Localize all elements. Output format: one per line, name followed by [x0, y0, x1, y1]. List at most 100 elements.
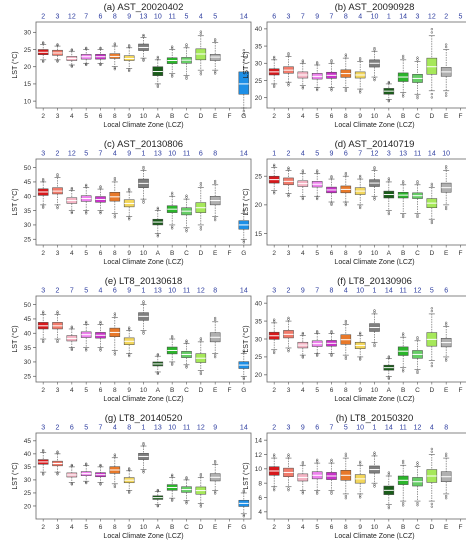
outlier — [185, 500, 188, 504]
outlier — [199, 182, 202, 185]
y-axis-label: LST (°C) — [11, 51, 19, 78]
x-tick-label: 4 — [70, 387, 74, 394]
box-lcz-3 — [283, 316, 294, 353]
outlier — [416, 180, 419, 183]
y-axis-label: LST (°C) — [11, 325, 19, 352]
outlier — [99, 63, 102, 67]
rank-label: 6 — [444, 288, 448, 295]
rank-label: 10 — [442, 151, 450, 158]
rank-label: 4 — [344, 288, 348, 295]
rank-label: 11 — [183, 288, 190, 295]
x-tick-label: 8 — [113, 387, 117, 394]
outlier — [287, 316, 290, 320]
rank-label: 2 — [287, 288, 291, 295]
outlier — [430, 364, 433, 368]
rank-label: 12 — [414, 425, 422, 432]
x-tick-label: A — [387, 250, 392, 257]
x-tick-label: 10 — [371, 387, 379, 394]
outlier — [344, 319, 347, 323]
x-tick-label: C — [184, 113, 189, 120]
outlier — [142, 442, 145, 445]
outlier — [99, 483, 102, 486]
box-lcz-D — [426, 307, 438, 368]
box-lcz-E — [209, 179, 221, 222]
rank-label: 1 — [142, 288, 146, 295]
outlier — [99, 463, 102, 467]
outlier — [85, 349, 88, 352]
outlier — [373, 344, 376, 348]
outlier — [445, 452, 448, 455]
outlier — [56, 339, 59, 342]
outlier — [373, 309, 376, 312]
x-tick-label: 3 — [56, 524, 60, 531]
outlier — [242, 210, 245, 214]
chart-title: (a) AST_20020402 — [104, 2, 184, 13]
x-tick-label: 9 — [127, 250, 131, 257]
outlier — [85, 463, 88, 466]
x-tick-label: D — [429, 250, 434, 257]
outlier — [214, 459, 217, 463]
outlier — [316, 354, 319, 357]
outlier — [301, 87, 304, 90]
rank-label: 4 — [358, 14, 362, 21]
rank-label: 10 — [168, 151, 176, 158]
chart-panel: (d) AST_20140719124596712313111410815202… — [242, 139, 466, 266]
box-lcz-4 — [297, 331, 309, 359]
outlier — [42, 449, 45, 452]
box-lcz-A — [383, 177, 395, 216]
outlier — [185, 340, 188, 344]
outlier — [402, 215, 405, 219]
rank-label: 10 — [356, 288, 364, 295]
outlier — [142, 165, 145, 169]
outlier — [316, 88, 319, 92]
x-tick-label: 5 — [84, 387, 88, 394]
outlier — [242, 515, 245, 518]
outlier — [113, 353, 116, 356]
outlier — [301, 462, 304, 465]
outlier — [430, 182, 433, 186]
x-tick-label: 5 — [315, 387, 319, 394]
outlier — [287, 193, 290, 196]
y-tick-label: 35 — [24, 464, 32, 471]
outlier — [445, 207, 448, 211]
outlier — [330, 59, 333, 62]
outlier — [373, 196, 376, 199]
box-lcz-5 — [311, 169, 323, 201]
outlier — [287, 53, 290, 57]
x-tick-label: D — [429, 524, 434, 531]
outlier — [430, 307, 433, 310]
outlier — [70, 482, 73, 485]
box-lcz-6 — [326, 458, 337, 495]
outlier — [445, 92, 448, 95]
outlier — [214, 179, 217, 183]
outlier — [156, 235, 159, 238]
outlier — [402, 502, 405, 505]
outlier — [416, 461, 419, 464]
y-tick-label: 15 — [255, 231, 263, 238]
outlier — [85, 62, 88, 66]
outlier — [330, 492, 333, 495]
outlier — [287, 166, 290, 169]
rank-label: 3 — [287, 425, 291, 432]
box-lcz-9 — [123, 467, 135, 494]
outlier — [402, 370, 405, 373]
rank-label: 10 — [168, 425, 176, 432]
x-axis-label: Local Climate Zone (LCZ) — [334, 259, 414, 266]
outlier — [273, 163, 276, 166]
outlier — [316, 197, 319, 201]
x-tick-label: 2 — [272, 113, 276, 120]
rank-label: 13 — [140, 14, 148, 21]
outlier — [273, 351, 276, 355]
outlier — [185, 502, 188, 505]
outlier — [128, 218, 131, 221]
outlier — [373, 198, 376, 201]
x-tick-label: A — [156, 113, 161, 120]
x-tick-label: 6 — [330, 387, 334, 394]
outlier — [113, 453, 116, 456]
box-lcz-8 — [109, 312, 121, 356]
outlier — [416, 371, 419, 375]
box-lcz-9 — [123, 44, 135, 73]
outlier — [214, 72, 217, 75]
box-lcz-B — [166, 191, 178, 230]
box-lcz-3 — [283, 52, 294, 87]
